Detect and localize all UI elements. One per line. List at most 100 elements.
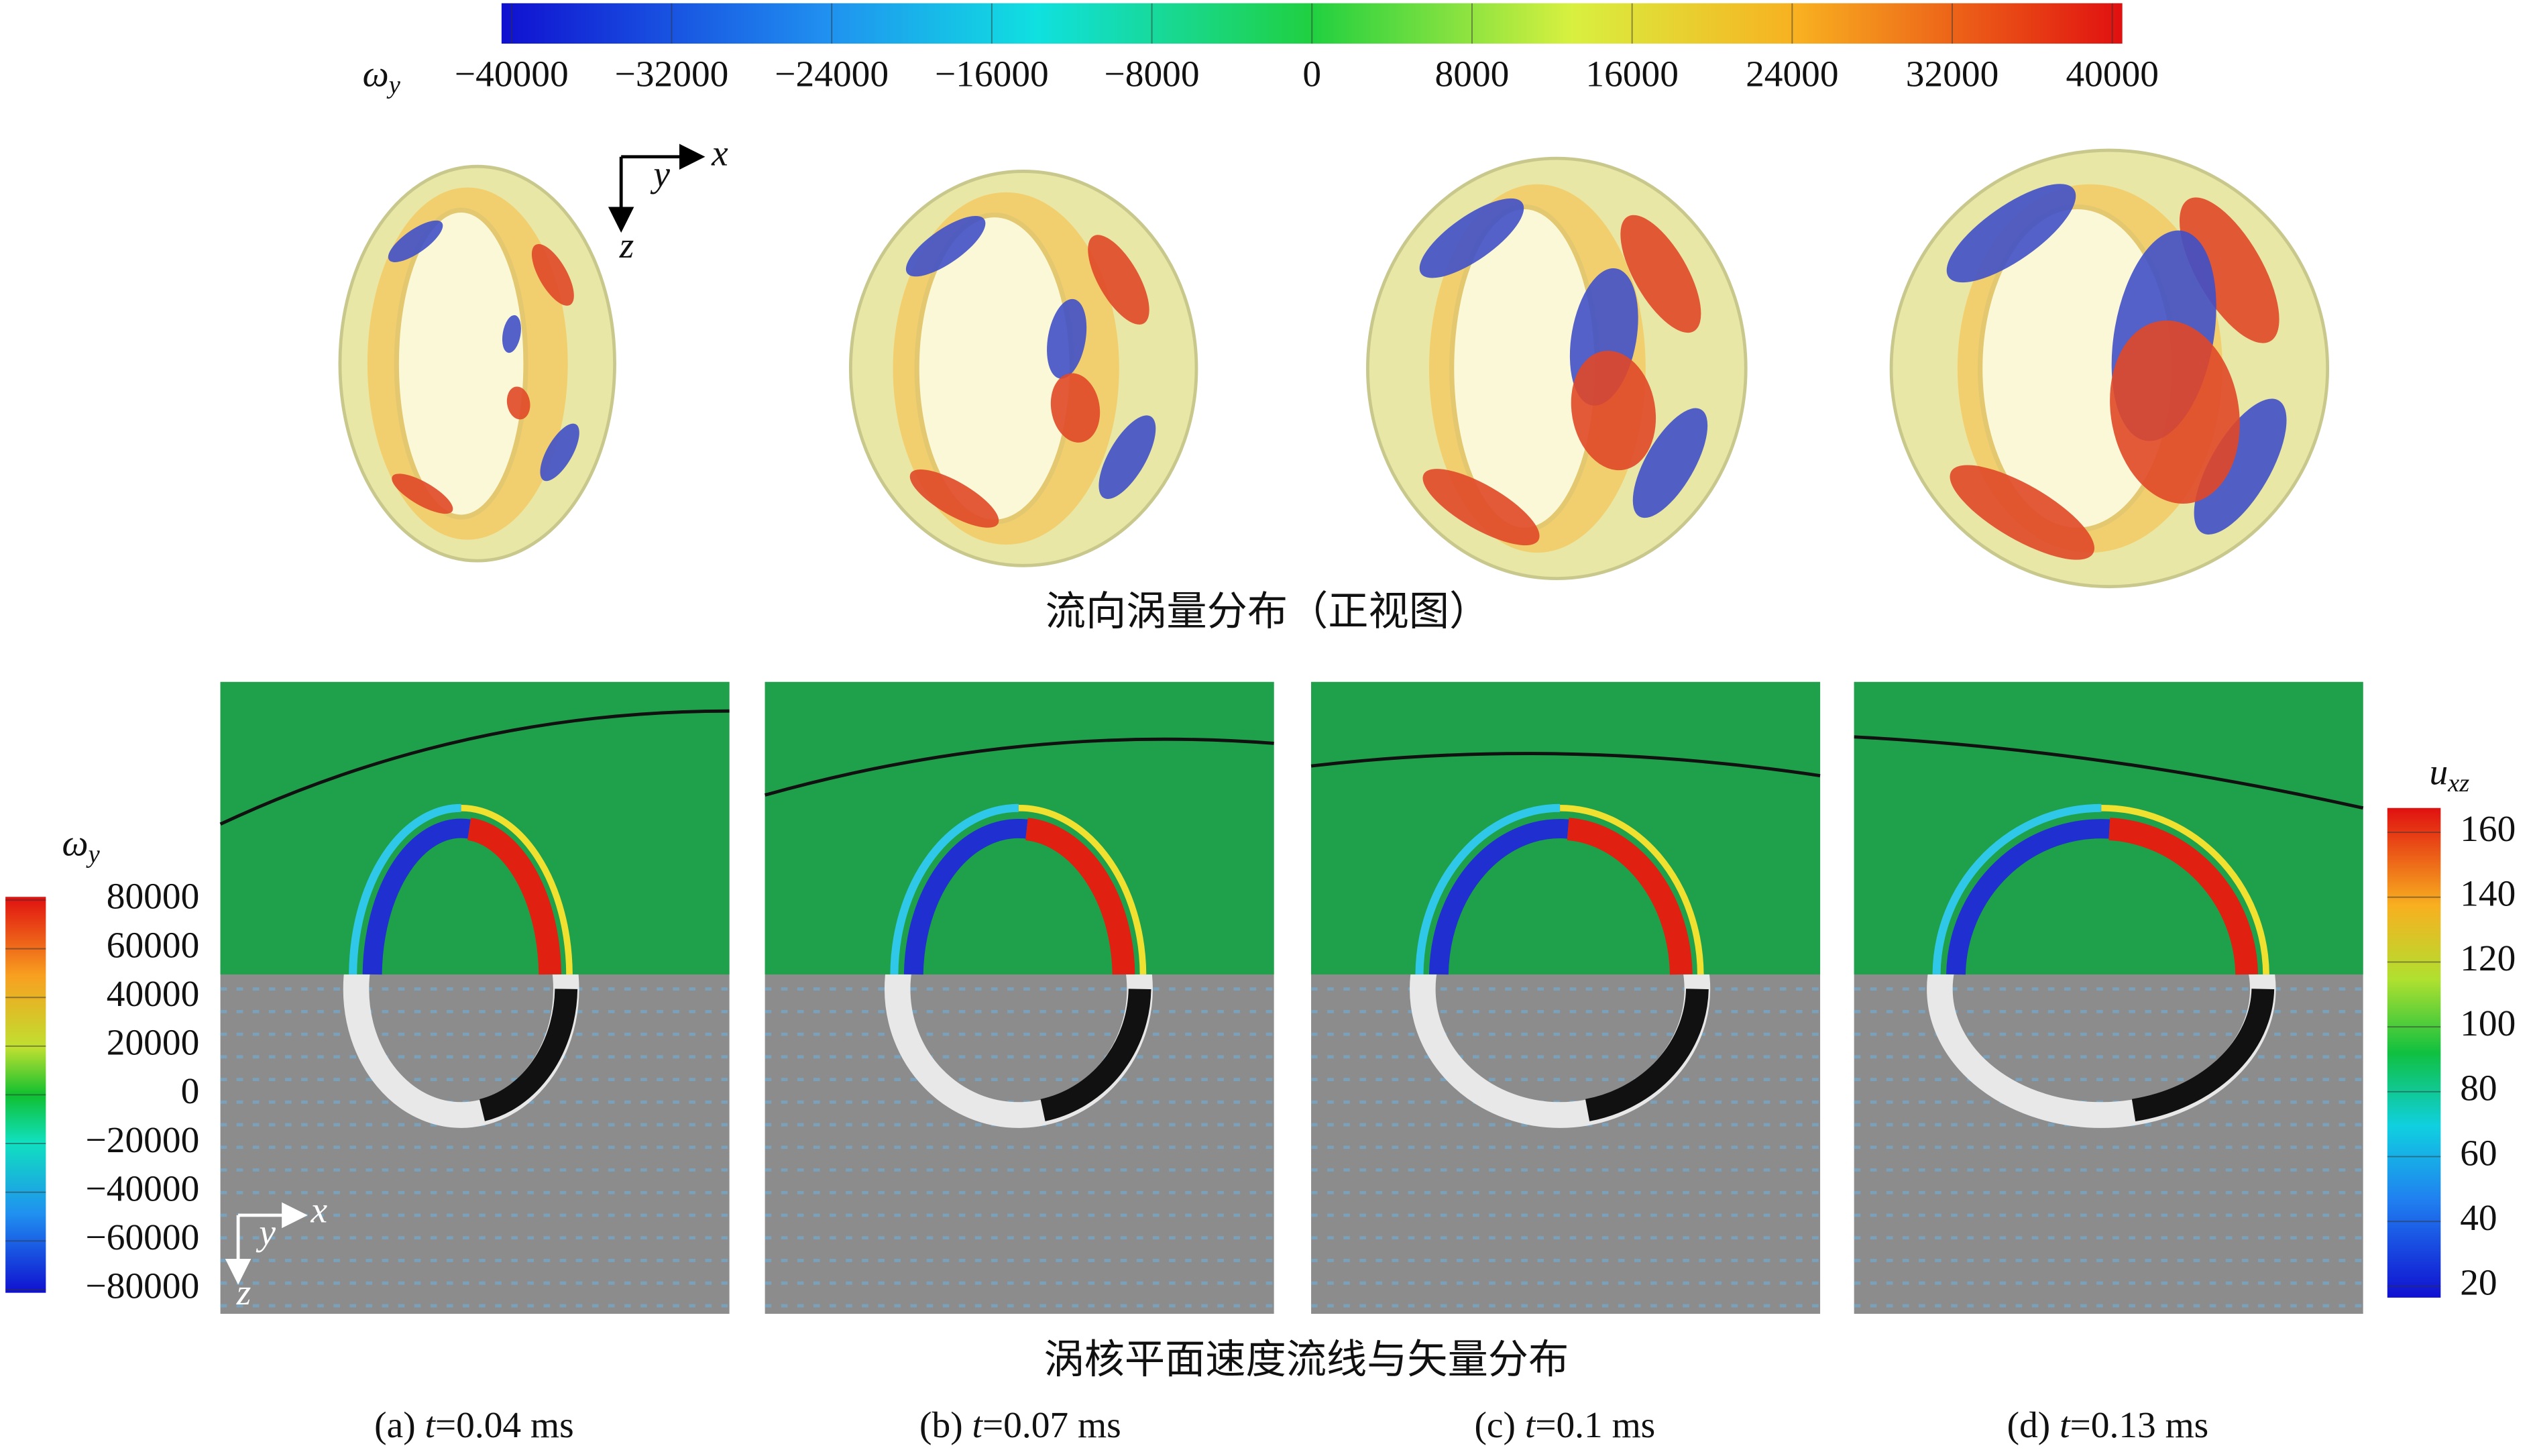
title-subscript: y (386, 71, 401, 99)
vorticity-blob (1632, 408, 1708, 518)
axis-y-label: y (256, 1212, 276, 1253)
colorbar-tick-label: −80000 (86, 1266, 200, 1306)
panel-label: (a) (374, 1404, 416, 1445)
panel-time: =0.13 ms (2070, 1404, 2209, 1445)
panel-space (1516, 1404, 1525, 1445)
streamline (1310, 752, 1821, 777)
vorticity-blob (909, 469, 999, 528)
vorticity-arc-red (2108, 818, 2259, 975)
front-caption: 流向涡量分布（正视图） (1046, 590, 1489, 634)
vorticity-arc-red (467, 818, 562, 975)
panel-variable: t (972, 1404, 984, 1445)
vorticity-arc-blue (1946, 819, 2110, 975)
colorbar-tick-label: −60000 (86, 1217, 200, 1257)
axis-z-label: z (236, 1272, 251, 1312)
plane-axes: xyz (225, 1189, 328, 1312)
colorbar-tick-label: −40000 (86, 1168, 200, 1209)
vortex-ring (1889, 148, 2330, 589)
colorbar-tick-label: −20000 (86, 1119, 200, 1160)
vorticity-blob (531, 243, 574, 306)
colorbar-tick-label: 24000 (1746, 53, 1839, 94)
panel-label: (d) (2007, 1404, 2051, 1445)
vorticity-blob (1422, 469, 1540, 546)
axis-x-label: x (311, 1189, 328, 1230)
vorticity-arc-red (1025, 818, 1135, 975)
vorticity-blob (1571, 350, 1656, 471)
streamline (219, 709, 730, 826)
vorticity-blob (392, 473, 453, 514)
core-shadow (1040, 989, 1151, 1121)
vorticity-blob (1098, 415, 1156, 499)
colorbar-tick-label: −40000 (455, 53, 569, 94)
vorticity-blob (1419, 198, 1524, 278)
colorbar-tick-label: 40 (2460, 1197, 2497, 1238)
colorbar-title: ωy (62, 822, 100, 869)
vorticity-arc-cyan (1932, 803, 2102, 975)
vorticity-arc-cyan (890, 803, 1019, 975)
colorbar-tick-label: 8000 (1435, 53, 1510, 94)
colorbar-tick-label: 60000 (107, 924, 200, 965)
title-symbol: ω (62, 822, 88, 863)
colorbar-tick-label: −16000 (935, 53, 1049, 94)
colorbar-tick-label: 40000 (107, 973, 200, 1014)
vorticity-arc-red (1567, 818, 1693, 975)
colorbar-tick-label: 60 (2460, 1132, 2497, 1173)
panel-space (416, 1404, 425, 1445)
colorbar-tick-label: 140 (2460, 873, 2516, 913)
panel-caption: (c) t=0.1 ms (1474, 1404, 1655, 1445)
colorbar-tick-label: 20 (2460, 1262, 2497, 1303)
vorticity-arc-blue (903, 819, 1028, 975)
vorticity-arc-yellow (1018, 804, 1147, 974)
vorticity-blob (502, 315, 521, 353)
vorticity-blob (905, 215, 986, 277)
core-shadow (1585, 989, 1709, 1121)
right-colorbar (2387, 807, 2441, 1298)
title-subscript: y (86, 840, 101, 869)
colorbar-tick-label: −8000 (1105, 53, 1200, 94)
vorticity-arc-blue (362, 818, 471, 975)
core-shadow (2131, 988, 2275, 1122)
core-shadow (479, 989, 578, 1121)
vorticity-blob (1950, 465, 2094, 560)
plane-panel (764, 681, 1274, 1314)
vorticity-blob (2110, 320, 2240, 504)
panel-space (963, 1404, 972, 1445)
vorticity-blob (2194, 398, 2287, 535)
panel-caption: (d) t=0.13 ms (2007, 1404, 2209, 1445)
colorbar-tick-label: 160 (2460, 808, 2516, 849)
vorticity-arc-cyan (349, 803, 461, 974)
vortex-ring (848, 170, 1198, 567)
colorbar-tick-label: 100 (2460, 1003, 2516, 1044)
panel-caption: (b) t=0.07 ms (919, 1404, 1121, 1445)
front-axes: x y z (608, 132, 728, 266)
vorticity-arc-cyan (1415, 803, 1561, 975)
colorbar-tick-label: −24000 (775, 53, 889, 94)
vorticity-arc-yellow (1560, 804, 1704, 974)
title-symbol: u (2429, 751, 2448, 792)
vortex-ring (338, 164, 616, 563)
colorbar-tick-label: 40000 (2066, 53, 2159, 94)
colorbar-tick-label: 80 (2460, 1068, 2497, 1109)
vorticity-blob (1047, 298, 1087, 379)
colorbar-tick-label: 16000 (1585, 53, 1679, 94)
vorticity-arc-yellow (461, 804, 573, 974)
title-symbol: ω (363, 53, 389, 94)
panel-variable: t (1525, 1404, 1536, 1445)
vorticity-blob (1946, 184, 2076, 283)
plane-panel (1854, 681, 2364, 1314)
colorbar-title: uxz (2429, 751, 2469, 797)
vorticity-blob (506, 386, 530, 420)
plane-caption: 涡核平面速度流线与矢量分布 (1044, 1337, 1569, 1382)
panel-label: (c) (1474, 1404, 1516, 1445)
panel-space (2050, 1404, 2060, 1445)
vorticity-blob (1088, 235, 1149, 325)
panel-time: =0.04 ms (435, 1404, 574, 1445)
plane-panel (1310, 681, 1821, 1314)
vorticity-arc-yellow (2101, 804, 2269, 975)
colorbar-tick-label: 120 (2460, 938, 2516, 978)
colorbar-tick-label: 20000 (107, 1022, 200, 1063)
vorticity-blob (2179, 197, 2279, 343)
colorbar-tick-label: 32000 (1906, 53, 1999, 94)
colorbar-title: ωy (363, 53, 401, 99)
